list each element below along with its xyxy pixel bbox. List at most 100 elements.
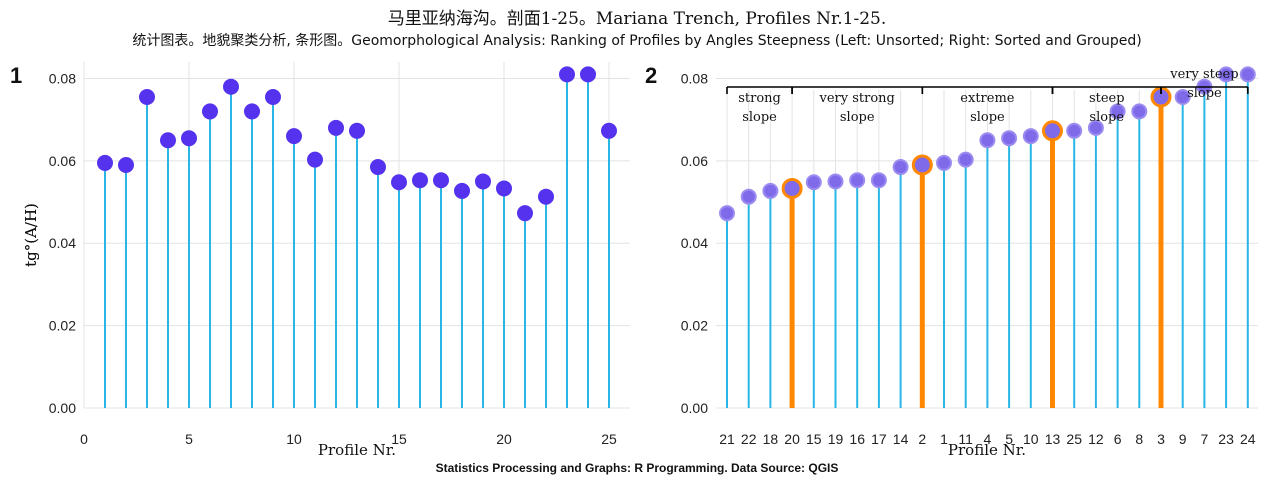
x-tick-label: 1 xyxy=(940,431,948,447)
y-tick-label: 0.02 xyxy=(49,318,76,334)
data-point xyxy=(719,205,735,222)
y-tick-label: 0.06 xyxy=(49,153,76,169)
data-point xyxy=(559,66,575,83)
data-point xyxy=(1066,122,1083,139)
data-point xyxy=(475,173,491,190)
y-tick-label: 0.04 xyxy=(681,235,708,251)
x-tick-label: 10 xyxy=(1023,431,1039,447)
data-point xyxy=(391,174,407,191)
data-point xyxy=(433,172,449,189)
data-point xyxy=(580,66,596,83)
y-tick-label: 0.06 xyxy=(681,153,708,169)
data-point xyxy=(286,128,302,145)
group-label: very strong xyxy=(819,91,895,106)
x-tick-label: 0 xyxy=(80,431,88,447)
x-tick-label: 9 xyxy=(1179,431,1187,447)
group-label: slope xyxy=(1089,110,1124,125)
group-label: steep xyxy=(1089,91,1125,106)
data-point xyxy=(97,154,113,171)
group-label: slope xyxy=(970,110,1005,125)
x-axis-label: Profile Nr. xyxy=(318,441,396,459)
x-tick-label: 25 xyxy=(1066,431,1082,447)
data-point xyxy=(892,159,909,176)
x-tick-label: 7 xyxy=(1201,431,1209,447)
chart-title: 马里亚纳海沟。剖面1-25。Mariana Trench, Profiles N… xyxy=(387,9,887,29)
panel-label: 1 xyxy=(10,63,22,88)
group-label: slope xyxy=(840,110,875,125)
highlighted-data-point xyxy=(1042,120,1063,142)
chart-subtitle: 统计图表。地貌聚类分析, 条形图。Geomorphological Analys… xyxy=(132,33,1142,49)
group-label: slope xyxy=(1187,86,1222,101)
data-point xyxy=(827,173,844,190)
data-point xyxy=(202,103,218,120)
data-point xyxy=(223,78,239,95)
data-point xyxy=(957,151,974,168)
x-axis-label: Profile Nr. xyxy=(948,441,1026,459)
x-tick-label: 6 xyxy=(1114,431,1122,447)
x-tick-label: 16 xyxy=(849,431,865,447)
x-tick-label: 5 xyxy=(185,431,193,447)
data-point xyxy=(1001,130,1018,147)
data-point xyxy=(762,182,779,199)
x-tick-label: 8 xyxy=(1135,431,1143,447)
y-tick-label: 0.00 xyxy=(49,400,76,416)
data-point xyxy=(1087,119,1104,136)
data-point xyxy=(870,172,887,189)
data-point xyxy=(328,119,344,136)
x-tick-label: 21 xyxy=(719,431,735,447)
y-tick-label: 0.08 xyxy=(49,70,76,86)
x-tick-label: 4 xyxy=(984,431,992,447)
x-tick-label: 19 xyxy=(828,431,844,447)
panel-2-sorted-grouped: 0.00 0.02 0.04 0.06 0.08 tg°(A/H) Profile Nr. 2… xyxy=(22,63,1258,459)
data-point xyxy=(1174,89,1191,106)
data-point xyxy=(849,172,866,189)
data-point xyxy=(496,180,512,197)
y-axis-label: tg°(A/H) xyxy=(22,203,40,267)
data-point xyxy=(1218,66,1235,83)
group-label: strong xyxy=(738,91,781,106)
data-point xyxy=(370,159,386,176)
x-tick-label: 12 xyxy=(1088,431,1104,447)
data-point xyxy=(412,172,428,189)
panel-1-unsorted: 0.00 0.02 0.04 0.06 0.08 tg°(A/H) Profile Nr. 0… xyxy=(10,62,630,459)
x-tick-label: 5 xyxy=(1005,431,1013,447)
data-point xyxy=(160,132,176,149)
y-tick-label: 0.04 xyxy=(49,235,76,251)
data-point xyxy=(601,122,617,139)
x-tick-label: 25 xyxy=(601,431,617,447)
x-tick-label: 13 xyxy=(1045,431,1061,447)
x-tick-label: 18 xyxy=(763,431,779,447)
data-point xyxy=(1239,66,1256,83)
x-tick-label: 15 xyxy=(806,431,822,447)
data-point xyxy=(349,122,365,139)
data-point xyxy=(1131,103,1148,120)
x-tick-label: 15 xyxy=(391,431,407,447)
y-tick-label: 0.00 xyxy=(681,400,708,416)
panel-label: 2 xyxy=(645,63,657,88)
data-point xyxy=(181,130,197,147)
x-tick-label: 10 xyxy=(286,431,302,447)
data-point xyxy=(805,174,822,191)
x-tick-label: 23 xyxy=(1218,431,1234,447)
x-tick-label: 2 xyxy=(918,431,926,447)
data-point xyxy=(936,154,952,171)
group-label: slope xyxy=(742,110,777,125)
data-point xyxy=(1109,103,1126,120)
data-point xyxy=(454,182,470,199)
data-point xyxy=(139,89,155,106)
x-tick-label: 22 xyxy=(741,431,757,447)
highlighted-data-point xyxy=(781,177,803,199)
x-tick-label: 3 xyxy=(1157,431,1165,447)
x-tick-label: 11 xyxy=(958,431,973,447)
data-point xyxy=(517,205,533,222)
highlighted-data-point xyxy=(911,154,933,176)
x-tick-label: 17 xyxy=(871,431,887,447)
x-tick-label: 14 xyxy=(893,431,909,447)
group-label: extreme xyxy=(960,91,1014,106)
data-point xyxy=(1022,128,1039,145)
y-tick-label: 0.08 xyxy=(681,70,708,86)
data-point xyxy=(538,188,554,205)
data-point xyxy=(244,103,260,120)
x-tick-label: 20 xyxy=(784,431,800,447)
